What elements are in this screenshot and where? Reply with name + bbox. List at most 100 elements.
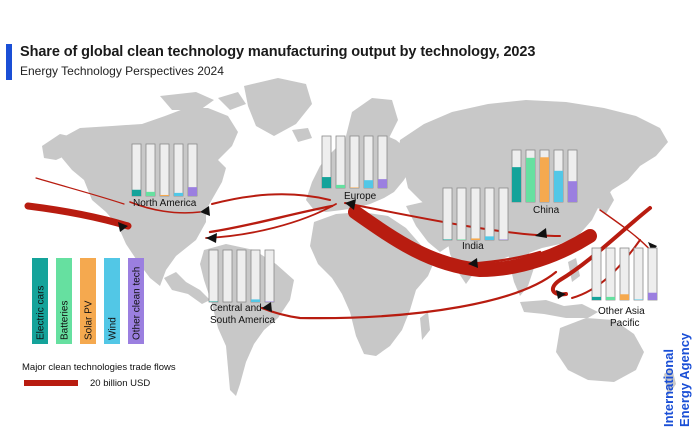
bar-india-other-clean-tech <box>499 239 508 240</box>
bar-china-solar-pv <box>540 157 549 202</box>
bar-group-other-asia-pacific <box>591 247 658 301</box>
region-label-europe: Europe <box>344 191 377 202</box>
legend-swatch-other-clean-tech <box>128 258 144 344</box>
bar-other-asia-pacific-wind <box>634 299 643 300</box>
title-accent-bar <box>6 44 12 80</box>
bar-europe-solar-pv <box>350 187 359 188</box>
flow-north-america-inner <box>129 201 201 214</box>
region-label-other-asia-pacific: Other Asia Pacific <box>598 306 645 329</box>
flow-europe-north-america-1 <box>208 204 334 234</box>
bar-group-india <box>442 187 509 241</box>
arrowhead-north-america-inner <box>200 206 210 216</box>
bar-other-asia-pacific-other-clean-tech <box>648 292 657 300</box>
bar-europe-electric-cars <box>322 177 331 188</box>
bar-china-electric-cars <box>512 167 521 202</box>
bar-bg-north-america-wind <box>173 143 184 197</box>
arrowhead-other-asia <box>556 290 566 299</box>
region-label-central-south-america: Central and South America <box>210 303 275 326</box>
bar-china-other-clean-tech <box>568 181 577 202</box>
bar-bg-central-and-south-america-wind <box>250 249 261 303</box>
arrowhead-india <box>468 258 478 268</box>
flow-china-to-europe <box>348 205 597 278</box>
bar-bg-india-other-clean-tech <box>498 187 509 241</box>
flow-europe-north-america-2 <box>211 193 331 205</box>
trade-flow-scale-label: 20 billion USD <box>90 378 150 389</box>
bar-bg-central-and-south-america-batteries <box>222 249 233 303</box>
flow-europe-north-america-3 <box>205 203 337 239</box>
chart-subtitle: Energy Technology Perspectives 2024 <box>20 64 224 78</box>
bar-bg-central-and-south-america-electric-cars <box>208 249 219 303</box>
chart-title: Share of global clean technology manufac… <box>20 44 536 60</box>
bar-north-america-other-clean-tech <box>188 187 197 196</box>
bar-bg-north-america-batteries <box>145 143 156 197</box>
bar-central-and-south-america-wind <box>251 299 260 302</box>
iea-logo-line2: Energy Agency <box>677 332 692 427</box>
legend-label-solar-pv: Solar PV <box>84 300 95 340</box>
flow-arrowheads <box>118 199 657 312</box>
bar-other-asia-pacific-electric-cars <box>592 296 601 300</box>
bar-bg-india-solar-pv <box>470 187 481 241</box>
bar-europe-wind <box>364 180 373 188</box>
region-label-india: India <box>462 241 484 252</box>
bar-india-electric-cars <box>443 239 452 240</box>
bar-bg-central-and-south-america-solar-pv <box>236 249 247 303</box>
bar-india-wind <box>485 236 494 240</box>
legend-label-other-clean-tech: Other clean tech <box>132 267 143 340</box>
bar-india-batteries <box>457 239 466 240</box>
arrowhead-pacific <box>648 242 657 252</box>
bar-north-america-electric-cars <box>132 189 141 196</box>
flow-china-south-america <box>260 270 558 320</box>
legend-label-electric-cars: Electric cars <box>36 286 47 340</box>
bar-group-central-and-south-america <box>208 249 275 303</box>
bar-bg-india-electric-cars <box>442 187 453 241</box>
bar-bg-north-america-electric-cars <box>131 143 142 197</box>
legend-swatch-solar-pv <box>80 258 96 344</box>
bar-bg-central-and-south-america-other-clean-tech <box>264 249 275 303</box>
iea-logo: International Energy Agency <box>661 332 692 427</box>
bar-bg-europe-batteries <box>335 135 346 189</box>
arrowhead-south-america <box>262 302 272 312</box>
bar-north-america-wind <box>174 192 183 196</box>
bar-china-wind <box>554 170 563 202</box>
bar-other-asia-pacific-batteries <box>606 296 615 300</box>
arrowhead-north-america-east <box>206 233 217 243</box>
bar-bg-other-asia-pacific-electric-cars <box>591 247 602 301</box>
bar-europe-batteries <box>336 184 345 188</box>
bar-group-china <box>511 149 578 203</box>
bar-bg-north-america-solar-pv <box>159 143 170 197</box>
flow-pacific-thin <box>35 177 125 205</box>
bar-china-batteries <box>526 157 535 202</box>
arrowhead-china <box>535 228 547 238</box>
flow-north-america-inbound <box>24 202 132 230</box>
bar-north-america-batteries <box>146 191 155 196</box>
bar-bg-europe-solar-pv <box>349 135 360 189</box>
iea-logo-line1: International <box>661 349 676 427</box>
bar-north-america-solar-pv <box>160 194 169 196</box>
region-label-china: China <box>533 205 560 216</box>
legend-label-wind: Wind <box>108 317 119 340</box>
legend-swatch-electric-cars <box>32 258 48 344</box>
bar-central-and-south-america-other-clean-tech <box>265 301 274 302</box>
trade-flow-legend: Major clean technologies trade flows 20 … <box>22 362 176 389</box>
bar-group-north-america <box>131 143 198 197</box>
bar-europe-other-clean-tech <box>378 179 387 188</box>
legend-swatch-wind <box>104 258 120 344</box>
bar-central-and-south-america-electric-cars <box>209 301 218 302</box>
arrowhead-north-america <box>118 222 128 232</box>
bar-india-solar-pv <box>471 238 480 240</box>
bar-group-europe <box>321 135 388 189</box>
technology-legend: Electric cars Batteries Solar PV Wind Other … <box>32 258 144 344</box>
bar-bg-other-asia-pacific-wind <box>633 247 644 301</box>
bar-bg-india-batteries <box>456 187 467 241</box>
flow-east-loop <box>550 206 652 297</box>
legend-label-batteries: Batteries <box>60 301 71 340</box>
arrowhead-europe <box>345 199 356 210</box>
bar-other-asia-pacific-solar-pv <box>620 294 629 300</box>
region-label-north-america: North America <box>133 198 197 209</box>
legend-swatch-batteries <box>56 258 72 344</box>
region-bar-groups <box>131 135 658 303</box>
bar-bg-other-asia-pacific-batteries <box>605 247 616 301</box>
bar-bg-other-asia-pacific-solar-pv <box>619 247 630 301</box>
bar-bg-india-wind <box>484 187 495 241</box>
